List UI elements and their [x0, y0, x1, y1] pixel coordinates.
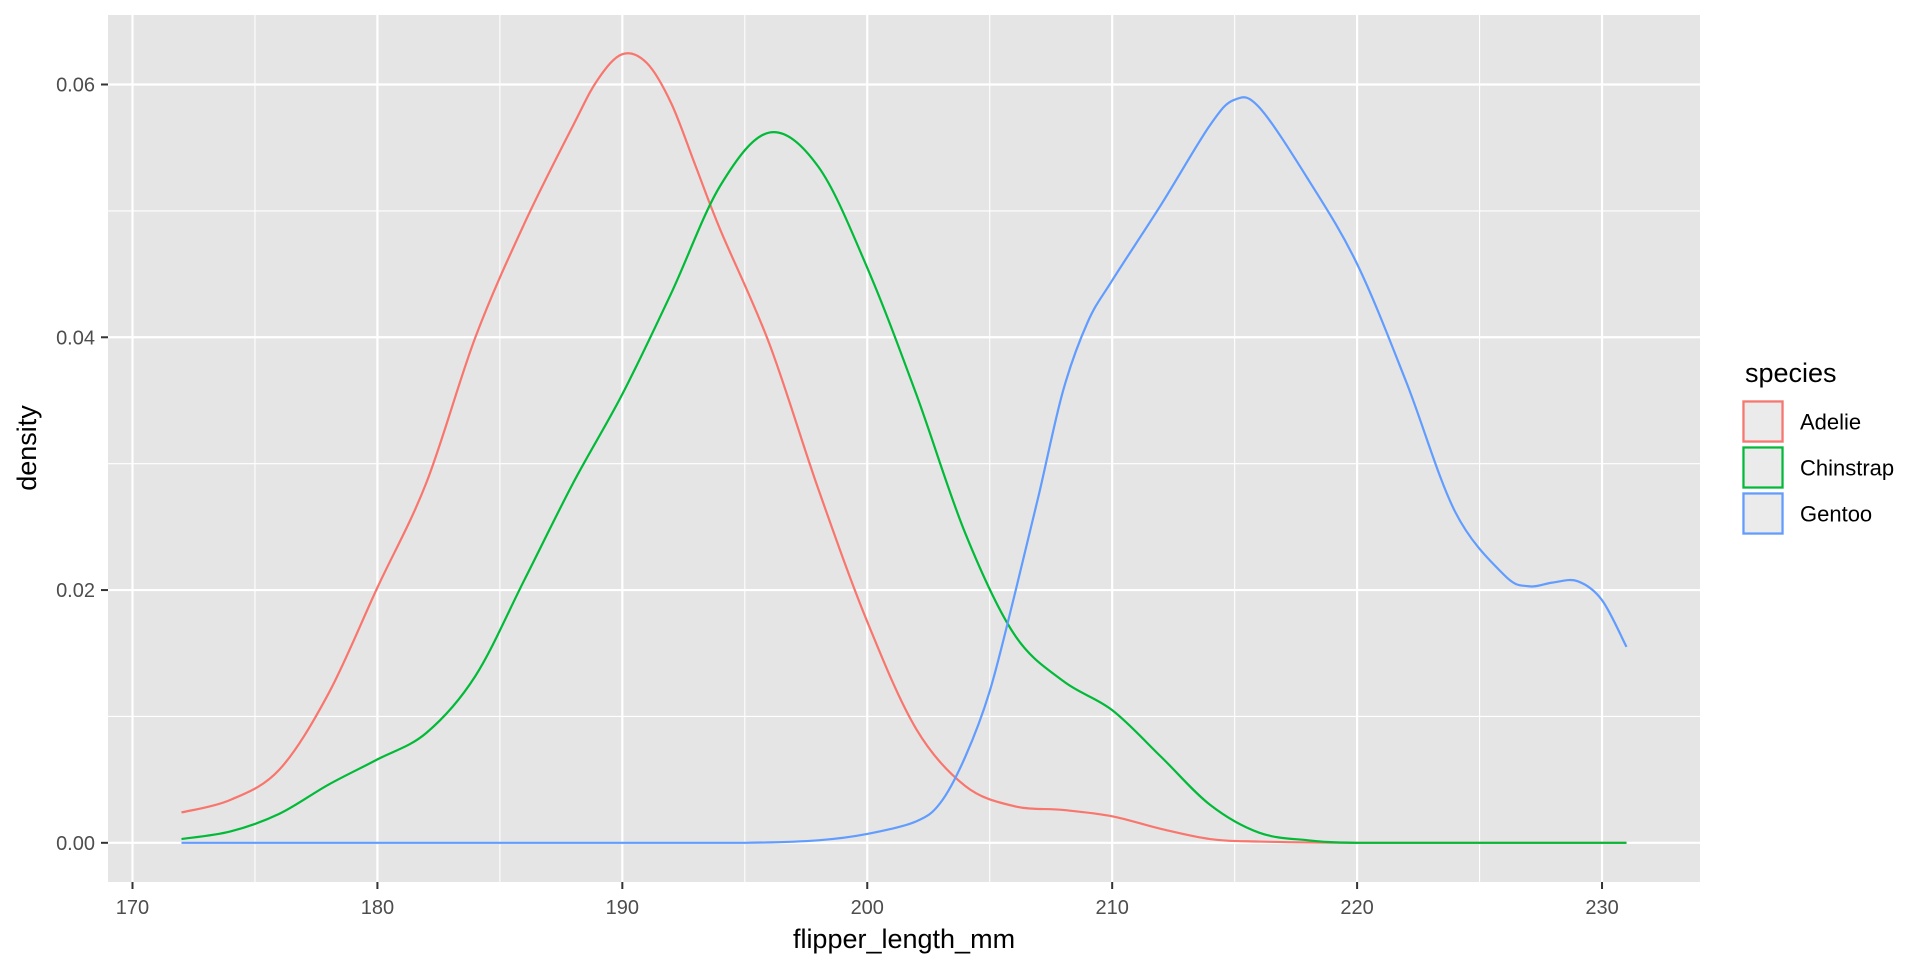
legend-label-adelie: Adelie: [1800, 410, 1861, 435]
legend: species Adelie Chinstrap Gentoo: [1742, 358, 1894, 535]
y-tick-label: 0.00: [56, 833, 95, 855]
legend-key-bg-adelie: [1742, 400, 1784, 443]
legend-label-gentoo: Gentoo: [1800, 502, 1872, 527]
series-line-adelie: [181, 52, 1627, 844]
legend-label-chinstrap: Chinstrap: [1800, 456, 1894, 481]
legend-title: species: [1745, 358, 1837, 388]
legend-items: Adelie Chinstrap Gentoo: [1742, 400, 1894, 535]
major-gridlines: [108, 15, 1700, 882]
legend-key-bg-gentoo: [1742, 492, 1784, 535]
minor-gridlines: [108, 15, 1700, 882]
legend-key-gentoo: [1742, 492, 1784, 535]
x-axis: 170 180 190 200 210 220 230: [116, 882, 1619, 919]
x-tick-label: 220: [1340, 897, 1373, 919]
x-tick-label: 180: [361, 897, 394, 919]
x-tick-label: 190: [606, 897, 639, 919]
y-axis-title: density: [12, 405, 42, 491]
legend-key-chinstrap: [1742, 446, 1784, 489]
panel-background: [108, 15, 1700, 882]
x-tick-label: 170: [116, 897, 149, 919]
x-axis-title: flipper_length_mm: [793, 924, 1015, 954]
y-tick-label: 0.06: [56, 75, 95, 97]
series-line-gentoo: [181, 96, 1628, 844]
y-tick-label: 0.04: [56, 327, 95, 349]
x-tick-label: 200: [851, 897, 884, 919]
legend-key-adelie: [1742, 400, 1784, 443]
x-tick-label: 210: [1095, 897, 1128, 919]
legend-key-bg-chinstrap: [1742, 446, 1784, 489]
y-axis: 0.00 0.02 0.04 0.06: [56, 75, 108, 855]
x-tick-label: 230: [1585, 897, 1618, 919]
series-line-chinstrap: [181, 131, 1627, 844]
density-lines: [181, 52, 1628, 844]
y-tick-label: 0.02: [56, 580, 95, 602]
